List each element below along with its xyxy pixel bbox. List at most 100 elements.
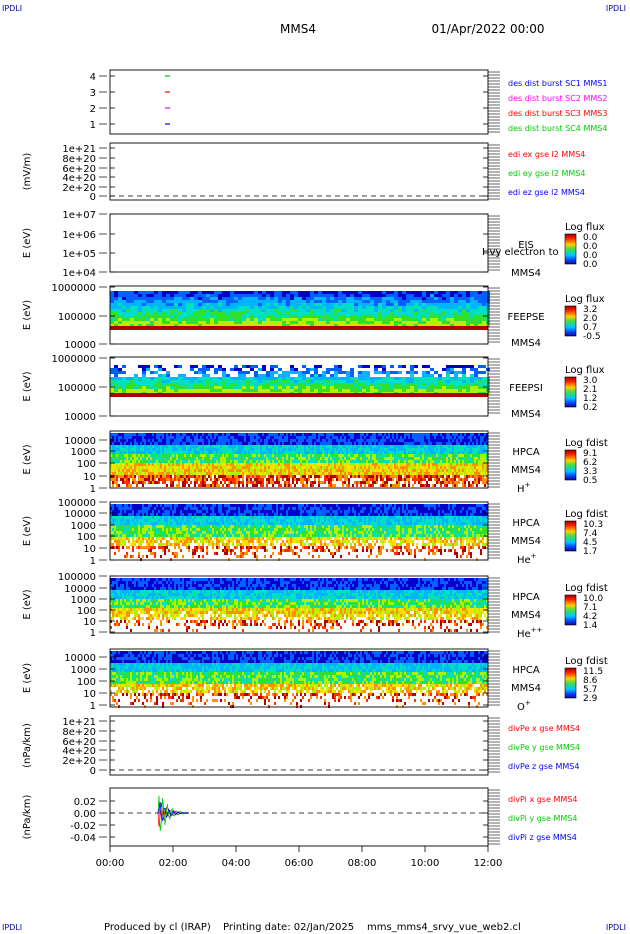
hpca_hepp-colorbar-tick: 7.1 [583, 603, 597, 613]
divpi-y-tick-label: -0.02 [70, 821, 96, 832]
hpca_h-colorbar-scale [564, 449, 577, 481]
panel-divpe: divPe x gse MMS4 divPe y gse MMS4 divPe z … [22, 715, 580, 777]
hpca_h-spacecraft-label: MMS4 [511, 465, 541, 476]
hpca_hepp-y-tick-label: 1 [90, 628, 96, 639]
hpca_he-colorbar-tick: 1.7 [583, 547, 597, 557]
divpe-y-tick-label: 0 [90, 766, 96, 777]
hpca_o-colorbar-title: Log fdist [565, 656, 608, 667]
hpca_hepp-y-tick-label: 100 [77, 606, 96, 617]
hpca_h-colorbar-title: Log fdist [565, 438, 608, 449]
hpca_h-species-label: H+ [517, 481, 531, 495]
eis-y-tick-label: 1e+06 [62, 230, 96, 241]
hpca_hepp-species-label: He++ [517, 626, 543, 640]
hpca_he-y-tick-label: 1 [90, 556, 96, 567]
eis-colorbar-scale [564, 233, 577, 265]
divpe-legend-entry: divPe x gse MMS4 [508, 724, 580, 733]
feepse-y-axis-label: E (eV) [22, 300, 33, 330]
feepse-low-energy-band [110, 326, 488, 330]
feepse-colorbar [564, 305, 577, 337]
x-tick-label: 06:00 [285, 858, 314, 869]
feepse-spectrogram [110, 291, 490, 330]
hpca_h-frame [109, 430, 489, 489]
hpca_o-spectrogram [110, 651, 488, 708]
divpi-y-tick-label: 0.02 [74, 797, 96, 808]
edi-y-tick-label: 0 [90, 192, 96, 203]
divpi-legend-entry: divPi x gse MMS4 [508, 795, 577, 804]
divpi-y-axis-label: (nPa/km) [22, 795, 33, 840]
hpca_h-spectrogram [110, 433, 488, 487]
eis-y-tick-label: 1e+04 [62, 268, 96, 279]
burst-y-tick-label: 3 [90, 88, 96, 99]
burst-y-tick-label: 4 [90, 72, 96, 83]
hpca_he-colorbar [564, 520, 577, 552]
edi-legend-entry: edi ey gse l2 MMS4 [508, 169, 586, 178]
feepsi-colorbar-tick: 3.0 [583, 376, 598, 386]
spacecraft-title: MMS4 [280, 22, 316, 36]
feepsi-y-tick-label: 10000 [64, 412, 96, 423]
hpca_he-species-label: He+ [517, 552, 537, 566]
edi-y-tick-label: 8e+20 [62, 154, 96, 165]
hpca_o-y-tick-label: 1000 [71, 665, 96, 676]
feepse-colorbar-tick: 2.0 [583, 314, 598, 324]
corner-label-bottom-right: IPDLI [605, 923, 626, 932]
eis-colorbar-tick: 0.0 [583, 233, 598, 243]
hpca_he-spectrogram [110, 504, 488, 561]
hpca_hepp-colorbar-tick: 1.4 [583, 621, 598, 631]
hpca_h-y-tick-label: 10000 [64, 436, 96, 447]
hpca_h-colorbar-tick: 6.2 [583, 458, 597, 468]
hpca_hepp-y-tick-label: 10000 [64, 584, 96, 595]
hpca_o-y-tick-label: 100 [77, 677, 96, 688]
divpe-y-tick-label: 6e+20 [62, 737, 96, 748]
hpca_he-y-tick-label: 10 [83, 544, 96, 555]
hpca_h-y-tick-label: 10 [83, 472, 96, 483]
feepse-colorbar-scale [564, 305, 577, 337]
divpe-legend-entry: divPe y gse MMS4 [508, 743, 580, 752]
burst-y-tick-label: 1 [90, 120, 96, 131]
feepse-y-tick-label: 10000 [64, 340, 96, 351]
feepse-y-tick-label: 1000000 [51, 283, 96, 294]
feepsi-frame [109, 356, 489, 417]
edi-y-tick-label: 2e+20 [62, 183, 96, 194]
hpca_o-y-tick-label: 10 [83, 689, 96, 700]
hpca_o-colorbar [564, 667, 577, 699]
eis-colorbar-tick: 0.0 [583, 251, 598, 261]
eis-colorbar-tick: 0.0 [583, 242, 598, 252]
hpca_h-instrument-label: HPCA [512, 447, 540, 458]
hpca_h-y-tick-label: 1000 [71, 447, 96, 458]
hpca_h-y-axis-label: E (eV) [22, 444, 33, 474]
hpca_h-colorbar-tick: 0.5 [583, 476, 597, 486]
divpe-y-tick-label: 2e+20 [62, 756, 96, 767]
divpi-legend-entry: divPi y gse MMS4 [508, 814, 577, 823]
eis-overlay-text: Hvy electron to [482, 247, 559, 258]
feepse-colorbar-tick: -0.5 [583, 332, 601, 342]
hpca_o-colorbar-tick: 11.5 [583, 667, 603, 677]
hpca_h-y-tick-label: 100 [77, 459, 96, 470]
hpca_he-colorbar-title: Log fdist [565, 509, 608, 520]
edi-y-axis-label: (mV/m) [22, 153, 33, 191]
feepsi-colorbar-scale [564, 376, 577, 408]
hpca_he-colorbar-tick: 10.3 [583, 520, 603, 530]
x-tick-label: 12:00 [474, 858, 503, 869]
divpi-legend-entry: divPi z gse MMS4 [508, 833, 577, 842]
edi-y-tick-label: 1e+21 [62, 144, 96, 155]
edi-y-tick-label: 6e+20 [62, 164, 96, 175]
feepsi-colorbar-tick: 2.1 [583, 385, 597, 395]
feepsi-spectrogram [110, 365, 490, 397]
feepsi-colorbar-title: Log flux [565, 365, 605, 376]
hpca_he-colorbar-tick: 4.5 [583, 538, 597, 548]
hpca_he-colorbar-scale [564, 520, 577, 552]
eis-y-tick-label: 1e+07 [62, 210, 96, 221]
burst-legend-entry: des dist burst SC3 MMS3 [508, 109, 607, 118]
edi-y-tick-label: 4e+20 [62, 173, 96, 184]
hpca_o-colorbar-tick: 8.6 [583, 676, 598, 686]
hpca_hepp-colorbar [564, 594, 577, 626]
edi-legend-entry: edi ez gse l2 MMS4 [508, 188, 585, 197]
panel-burst: des dist burst SC1 MMS1 des dist burst SC… [90, 69, 607, 135]
feepsi-instrument-label: FEEPSI [509, 383, 543, 394]
corner-label-top-left: IPDLI [2, 4, 23, 13]
corner-label-top-right: IPDLI [605, 4, 626, 13]
